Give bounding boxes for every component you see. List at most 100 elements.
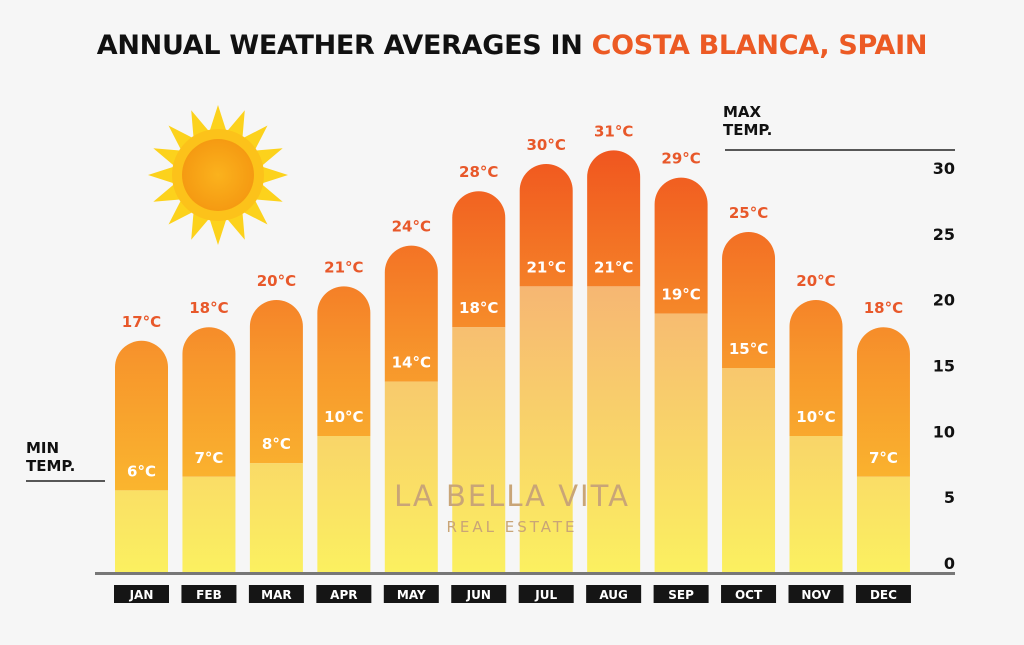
title-prefix: ANNUAL WEATHER AVERAGES IN xyxy=(96,30,592,61)
month-label-bg xyxy=(181,585,237,603)
bar-dec: 18°C 7°C DEC xyxy=(855,299,911,603)
max-label-line2: TEMP. xyxy=(723,121,772,139)
min-bar-segment xyxy=(587,286,641,572)
max-value-label: 20°C xyxy=(257,272,296,290)
month-label: SEP xyxy=(668,588,694,602)
max-value-label: 18°C xyxy=(864,299,903,317)
bar-nov: 20°C 10°C NOV xyxy=(788,272,844,603)
max-value-label: 17°C xyxy=(122,313,161,331)
max-bar-segment xyxy=(452,191,506,328)
min-bar-segment xyxy=(789,436,843,572)
y-tick-label: 5 xyxy=(944,488,955,507)
min-value-label: 21°C xyxy=(527,258,566,276)
min-value-label: 7°C xyxy=(869,449,898,467)
watermark-line2: REAL ESTATE xyxy=(446,518,577,536)
month-label-bg xyxy=(855,585,911,603)
max-bar-segment xyxy=(115,340,168,491)
min-value-label: 8°C xyxy=(262,435,291,453)
month-label-bg xyxy=(114,585,169,603)
min-bar-segment xyxy=(182,476,236,572)
month-label: JAN xyxy=(129,588,154,602)
min-bar-segment xyxy=(249,463,303,572)
min-value-label: 10°C xyxy=(796,408,835,426)
min-value-label: 19°C xyxy=(661,286,700,304)
month-label: DEC xyxy=(870,588,897,602)
min-value-label: 10°C xyxy=(324,408,363,426)
max-bar-segment xyxy=(789,300,843,436)
title-highlight: COSTA BLANCA, SPAIN xyxy=(591,30,928,61)
y-tick-label: 20 xyxy=(933,291,955,310)
min-bar-segment xyxy=(452,327,506,572)
max-value-label: 21°C xyxy=(324,258,363,276)
max-value-label: 24°C xyxy=(392,218,431,236)
month-label: JUL xyxy=(534,588,557,602)
min-bar-segment xyxy=(654,313,708,572)
month-label: MAR xyxy=(261,588,291,602)
max-bar-segment xyxy=(654,177,708,314)
bar-aug: 31°C 21°C AUG xyxy=(586,122,642,603)
month-label: MAY xyxy=(397,588,426,602)
bar-may: 24°C 14°C MAY xyxy=(383,218,439,603)
min-value-label: 14°C xyxy=(392,354,431,372)
min-value-label: 21°C xyxy=(594,258,633,276)
y-tick-label: 15 xyxy=(933,356,955,375)
max-bar-segment xyxy=(722,232,776,368)
month-label-bg xyxy=(721,585,777,603)
month-label: AUG xyxy=(599,588,628,602)
max-bar-segment xyxy=(384,245,438,382)
month-label: JUN xyxy=(466,588,491,602)
month-label: FEB xyxy=(196,588,222,602)
max-bar-segment xyxy=(182,327,236,477)
min-bar-segment xyxy=(722,368,776,572)
y-tick-label: 30 xyxy=(933,159,955,178)
min-label-line2: TEMP. xyxy=(26,457,75,475)
month-label-bg xyxy=(316,585,372,603)
bar-jan: 17°C 6°C JAN xyxy=(114,313,169,603)
month-label-bg xyxy=(586,585,642,603)
max-value-label: 31°C xyxy=(594,122,633,140)
month-label-bg xyxy=(383,585,439,603)
min-value-label: 7°C xyxy=(194,449,223,467)
sun-icon xyxy=(148,105,288,245)
min-bar-segment xyxy=(317,436,371,572)
min-value-label: 6°C xyxy=(127,462,156,480)
month-label-bg xyxy=(518,585,574,603)
max-value-label: 28°C xyxy=(459,163,498,181)
month-label-bg xyxy=(248,585,304,603)
max-value-label: 29°C xyxy=(661,150,700,168)
watermark-line1: LA BELLA VITA xyxy=(394,479,630,513)
bar-jul: 30°C 21°C JUL xyxy=(518,136,574,603)
month-label-bg xyxy=(451,585,507,603)
month-label-bg xyxy=(788,585,844,603)
y-tick-label: 25 xyxy=(933,225,955,244)
max-bar-segment xyxy=(587,150,641,287)
bar-oct: 25°C 15°C OCT xyxy=(721,204,777,603)
min-bar-segment xyxy=(856,476,910,572)
max-value-label: 20°C xyxy=(796,272,835,290)
max-bar-segment xyxy=(249,300,303,464)
y-tick-label: 10 xyxy=(933,422,955,441)
max-value-label: 25°C xyxy=(729,204,768,222)
month-label: OCT xyxy=(735,588,763,602)
max-temp-legend: MAX TEMP. xyxy=(723,103,955,151)
min-temp-legend: MIN TEMP. xyxy=(26,439,105,482)
max-value-label: 18°C xyxy=(189,299,228,317)
month-label: APR xyxy=(330,588,357,602)
chart-title: ANNUAL WEATHER AVERAGES IN COSTA BLANCA,… xyxy=(0,30,1024,61)
max-bar-segment xyxy=(856,327,910,477)
bar-sep: 29°C 19°C SEP xyxy=(653,150,709,603)
min-label-line1: MIN xyxy=(26,439,59,457)
bar-jun: 28°C 18°C JUN xyxy=(451,163,507,603)
month-label: NOV xyxy=(801,588,831,602)
max-bar-segment xyxy=(519,164,573,287)
max-bar-segment xyxy=(317,286,371,436)
watermark: LA BELLA VITA REAL ESTATE xyxy=(394,479,630,536)
bar-apr: 21°C 10°C APR xyxy=(316,258,372,603)
max-label-line1: MAX xyxy=(723,103,762,121)
bar-feb: 18°C 7°C FEB xyxy=(181,299,237,603)
min-value-label: 18°C xyxy=(459,299,498,317)
month-label-bg xyxy=(653,585,709,603)
min-bar-segment xyxy=(384,381,438,572)
max-value-label: 30°C xyxy=(527,136,566,154)
